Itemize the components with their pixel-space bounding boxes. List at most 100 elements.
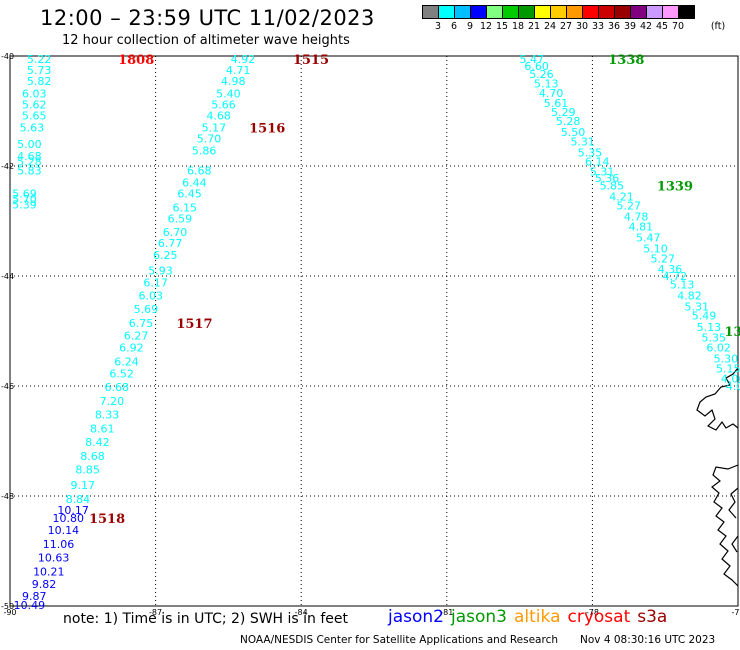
- wave-height-value: 8.42: [85, 436, 110, 449]
- wave-height-value: 4.98: [221, 75, 246, 88]
- wave-height-legend: 3 6 9 12 15 18 21 24 27 30 33 36 39 42 45 70 (ft): [422, 5, 725, 35]
- wave-height-value: 5.13: [697, 321, 722, 334]
- wave-height-value: 6.25: [153, 249, 178, 262]
- longitude-label: -87: [149, 608, 162, 617]
- legend-labels: 3 6 9 12 15 18 21 24 27 30 33 36 39 42 45 70 (ft): [422, 21, 725, 35]
- track-time-label: 1515: [293, 53, 329, 68]
- legend-label: 45: [655, 21, 669, 32]
- track-time-label: 1808: [118, 53, 154, 68]
- wave-height-value: 5.17: [202, 122, 227, 135]
- wave-height-value: 5.40: [216, 87, 241, 100]
- longitude-label: -81: [440, 608, 453, 617]
- satellite-cryosat: cryosat: [567, 607, 631, 627]
- wave-height-value: 6.27: [124, 329, 149, 342]
- legend-unit: (ft): [710, 21, 726, 32]
- wave-height-value: 5.36: [595, 172, 620, 185]
- wave-height-value: 4.70: [539, 87, 564, 100]
- map-title: 12:00 – 23:59 UTC 11/02/2023: [40, 6, 375, 30]
- wave-height-value: 4.68: [17, 150, 42, 163]
- wave-height-value: 9.82: [32, 578, 57, 591]
- wave-height-value: 5.28: [556, 115, 581, 128]
- legend-label: 3: [434, 21, 442, 32]
- wave-height-value: 5.35: [578, 146, 603, 159]
- wave-height-value: 5.27: [651, 252, 676, 265]
- wave-height-value: 9.87: [22, 590, 47, 603]
- legend-label: 42: [639, 21, 653, 32]
- legend-label: 21: [527, 21, 541, 32]
- wave-height-value: 8.68: [80, 450, 105, 463]
- legend-label: 39: [623, 21, 637, 32]
- wave-height-value: 6.03: [138, 289, 163, 302]
- wave-height-value: 6.15: [172, 201, 197, 214]
- wave-height-value: 5.83: [17, 164, 42, 177]
- wave-height-value: 5.70: [197, 133, 222, 146]
- latitude-label: -44: [1, 272, 14, 281]
- track-time-label: 1517: [176, 317, 212, 332]
- legend-label: 36: [607, 21, 621, 32]
- satellite-key: jason2 jason3 altika cryosat s3a: [388, 607, 674, 627]
- legend-label: 30: [575, 21, 589, 32]
- wave-height-value: 6.68: [187, 164, 212, 177]
- wave-height-value: 6.17: [143, 277, 168, 290]
- legend-label: 33: [591, 21, 605, 32]
- satellite-s3a: s3a: [637, 607, 668, 627]
- legend-label: 9: [466, 21, 474, 32]
- latitude-label: -50: [1, 602, 14, 611]
- wave-height-value: 6.75: [129, 317, 154, 330]
- wave-height-value: 8.33: [95, 409, 120, 422]
- track-time-label: 1338: [608, 53, 644, 68]
- legend-swatches: [422, 5, 695, 19]
- wave-height-value: 8.85: [75, 464, 100, 477]
- wave-height-value: 5.31: [570, 135, 595, 148]
- wave-height-value: 6.92: [119, 342, 144, 355]
- legend-label: 12: [479, 21, 493, 32]
- wave-height-value: 5.26: [529, 68, 554, 81]
- wave-height-value: 4.78: [624, 211, 649, 224]
- longitude-label: -75: [731, 608, 740, 617]
- wave-height-value: 10.49: [14, 599, 46, 612]
- wave-height-value: 4.72: [663, 270, 688, 283]
- wave-height-value: 6.45: [177, 188, 202, 201]
- wave-height-value: 5.66: [211, 98, 236, 111]
- legend-label: 15: [495, 21, 509, 32]
- wave-height-value: 6.24: [114, 355, 139, 368]
- wave-height-value: 5.22: [27, 53, 52, 66]
- wave-height-value: 5.35: [701, 332, 726, 345]
- wave-height-value: 4.07: [726, 380, 740, 393]
- wave-height-value: 5.50: [561, 126, 586, 139]
- wave-height-value: 5.27: [617, 200, 642, 213]
- longitude-label: -90: [3, 608, 16, 617]
- wave-height-value: 5.13: [534, 78, 559, 91]
- longitude-label: -84: [295, 608, 308, 617]
- latitude-label: -42: [1, 162, 14, 171]
- wave-height-value: 6.03: [22, 87, 47, 100]
- wave-height-value: 5.10: [643, 243, 668, 256]
- wave-height-value: 4.92: [231, 53, 256, 66]
- wave-height-value: 6.52: [109, 367, 134, 380]
- legend-label: 24: [543, 21, 557, 32]
- latitude-label: -46: [1, 382, 14, 391]
- track-time-label: 1339: [657, 179, 693, 194]
- legend-label: 6: [450, 21, 458, 32]
- wave-height-value: 6.70: [163, 226, 188, 239]
- wave-height-value: 5.31: [684, 300, 709, 313]
- wave-height-value: 6.60: [524, 60, 549, 73]
- wave-height-value: 10.21: [33, 565, 65, 578]
- wave-height-value: 5.63: [20, 122, 45, 135]
- coastline: [711, 464, 739, 587]
- wave-height-value: 4.21: [609, 190, 634, 203]
- satellite-jason3: jason3: [451, 607, 507, 627]
- wave-height-value: 4.06: [721, 372, 740, 385]
- satellite-jason2: jason2: [388, 607, 444, 627]
- map-subtitle: 12 hour collection of altimeter wave hei…: [62, 33, 350, 48]
- wave-height-value: 5.29: [551, 106, 576, 119]
- legend-label: 18: [511, 21, 525, 32]
- wave-height-value: 4.71: [226, 64, 251, 77]
- wave-height-value: 5.82: [27, 75, 52, 88]
- wave-height-value: 5.85: [600, 179, 625, 192]
- wave-height-value: 10.63: [38, 552, 70, 565]
- track-time-label: 1518: [89, 512, 125, 527]
- wave-height-value: 6.02: [706, 342, 731, 355]
- wave-height-value: 5.62: [22, 98, 47, 111]
